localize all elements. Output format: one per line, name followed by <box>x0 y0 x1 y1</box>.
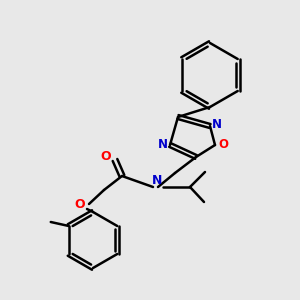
Text: N: N <box>152 173 162 187</box>
Text: N: N <box>158 139 168 152</box>
Text: O: O <box>101 151 111 164</box>
Text: O: O <box>75 199 85 212</box>
Text: O: O <box>218 139 228 152</box>
Text: N: N <box>212 118 222 130</box>
